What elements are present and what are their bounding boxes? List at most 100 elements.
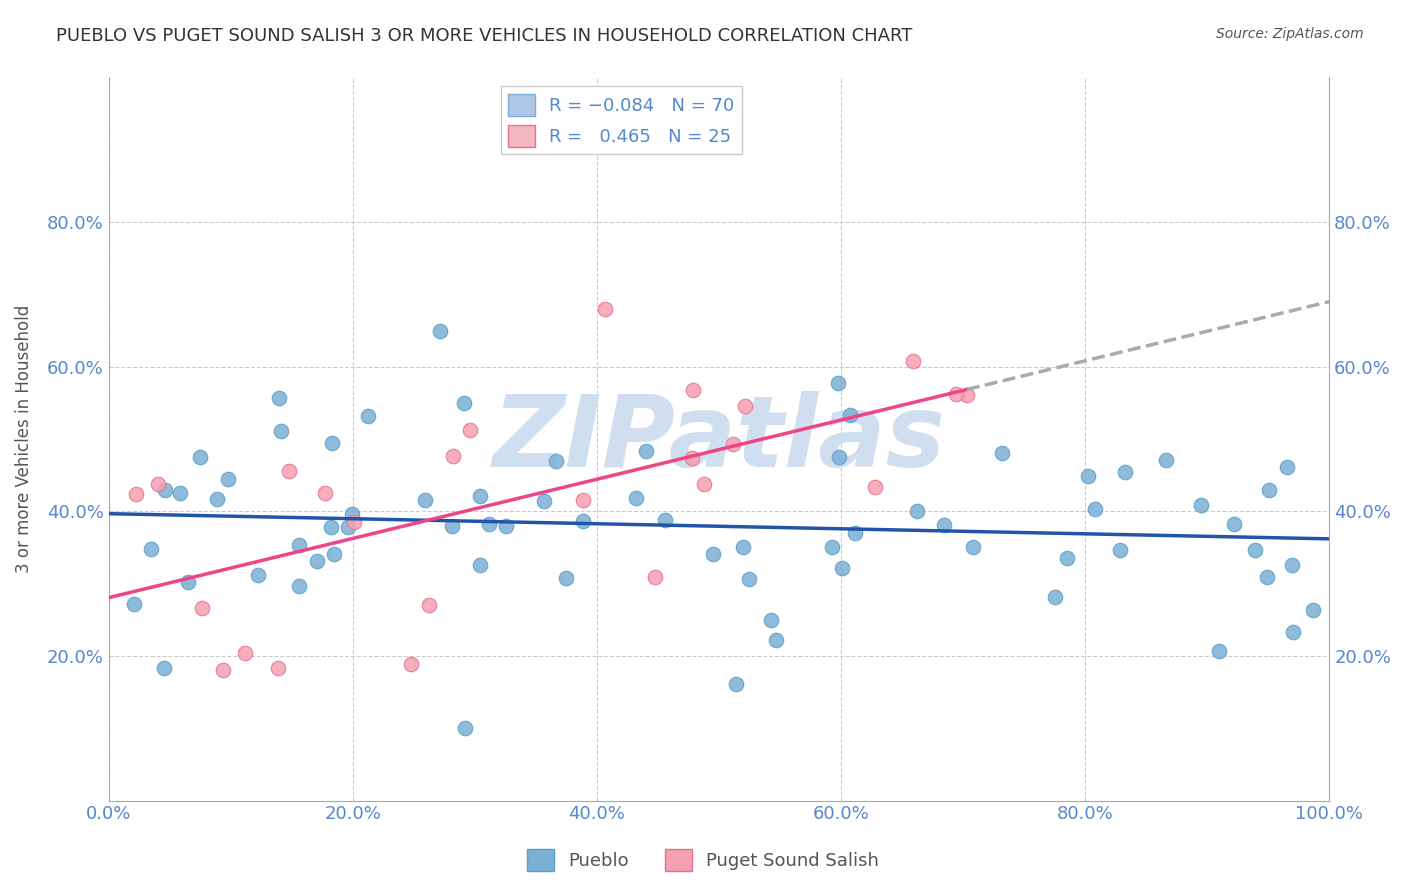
Point xyxy=(305,554,328,568)
Point xyxy=(267,391,290,405)
Point xyxy=(1258,483,1281,497)
Y-axis label: 3 or more Vehicles in Household: 3 or more Vehicles in Household xyxy=(15,305,32,574)
Point xyxy=(454,721,477,735)
Legend: R = −0.084   N = 70, R =   0.465   N = 25: R = −0.084 N = 70, R = 0.465 N = 25 xyxy=(501,87,742,154)
Point xyxy=(495,519,517,533)
Legend: Pueblo, Puget Sound Salish: Pueblo, Puget Sound Salish xyxy=(519,842,887,879)
Point xyxy=(572,493,595,508)
Point xyxy=(413,492,436,507)
Point xyxy=(721,436,744,450)
Point xyxy=(122,597,145,611)
Point xyxy=(399,657,422,672)
Point xyxy=(1244,543,1267,558)
Point xyxy=(319,520,342,534)
Point xyxy=(288,538,311,552)
Point xyxy=(342,508,364,522)
Point xyxy=(1302,603,1324,617)
Point xyxy=(458,423,481,437)
Point xyxy=(533,494,555,508)
Point xyxy=(321,435,343,450)
Point xyxy=(1223,516,1246,531)
Point xyxy=(593,301,616,316)
Point xyxy=(139,541,162,556)
Point xyxy=(1281,624,1303,639)
Point xyxy=(692,477,714,491)
Point xyxy=(734,400,756,414)
Point xyxy=(191,601,214,615)
Point xyxy=(470,558,492,573)
Point xyxy=(1256,570,1278,584)
Point xyxy=(343,516,366,530)
Point xyxy=(468,489,491,503)
Point xyxy=(839,408,862,422)
Point xyxy=(125,487,148,501)
Text: Source: ZipAtlas.com: Source: ZipAtlas.com xyxy=(1216,27,1364,41)
Point xyxy=(267,661,290,675)
Point xyxy=(1277,459,1299,474)
Point xyxy=(155,483,177,498)
Point xyxy=(429,324,451,338)
Point xyxy=(270,424,292,438)
Text: ZIPatlas: ZIPatlas xyxy=(492,391,945,488)
Point xyxy=(441,449,464,463)
Point xyxy=(733,540,755,554)
Point xyxy=(905,504,928,518)
Point xyxy=(188,450,211,464)
Point xyxy=(738,572,761,586)
Point xyxy=(1114,465,1136,479)
Point xyxy=(1077,469,1099,483)
Point xyxy=(1154,452,1177,467)
Point xyxy=(945,387,967,401)
Point xyxy=(634,444,657,458)
Point xyxy=(153,661,176,675)
Point xyxy=(828,450,851,465)
Text: PUEBLO VS PUGET SOUND SALISH 3 OR MORE VEHICLES IN HOUSEHOLD CORRELATION CHART: PUEBLO VS PUGET SOUND SALISH 3 OR MORE V… xyxy=(56,27,912,45)
Point xyxy=(205,491,228,506)
Point xyxy=(323,547,346,561)
Point xyxy=(1043,590,1066,604)
Point xyxy=(821,541,844,555)
Point xyxy=(233,646,256,660)
Point xyxy=(654,513,676,527)
Point xyxy=(725,677,748,691)
Point xyxy=(146,477,169,491)
Point xyxy=(644,570,666,584)
Point xyxy=(956,388,979,402)
Point xyxy=(759,613,782,627)
Point xyxy=(336,520,359,534)
Point xyxy=(1189,498,1212,512)
Point xyxy=(544,454,567,468)
Point xyxy=(844,526,866,541)
Point xyxy=(357,409,380,423)
Point xyxy=(169,485,191,500)
Point xyxy=(246,567,269,582)
Point xyxy=(827,376,849,390)
Point xyxy=(1056,550,1078,565)
Point xyxy=(991,445,1014,459)
Point xyxy=(1281,558,1303,573)
Point xyxy=(681,450,703,465)
Point xyxy=(1208,644,1230,658)
Point xyxy=(554,571,576,585)
Point xyxy=(1109,543,1132,558)
Point xyxy=(177,574,200,589)
Point xyxy=(478,516,501,531)
Point xyxy=(212,664,235,678)
Point xyxy=(440,519,463,533)
Point xyxy=(962,540,984,554)
Point xyxy=(831,560,853,574)
Point xyxy=(865,480,887,494)
Point xyxy=(624,491,647,506)
Point xyxy=(217,472,239,486)
Point xyxy=(288,579,311,593)
Point xyxy=(903,353,925,368)
Point xyxy=(278,464,301,478)
Point xyxy=(572,514,595,528)
Point xyxy=(702,547,724,561)
Point xyxy=(314,485,336,500)
Point xyxy=(682,383,704,397)
Point xyxy=(932,517,955,532)
Point xyxy=(1084,502,1107,516)
Point xyxy=(453,396,475,410)
Point xyxy=(765,632,787,647)
